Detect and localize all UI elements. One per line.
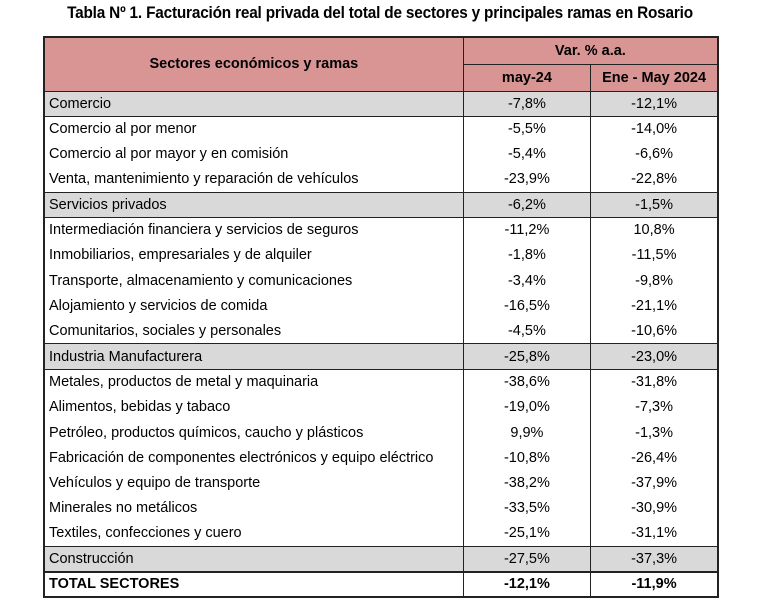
row-label: Comunitarios, sociales y personales <box>44 318 464 344</box>
table-row: Alimentos, bebidas y tabaco -19,0% -7,3% <box>44 394 719 420</box>
header-sectors: Sectores económicos y ramas <box>43 36 464 92</box>
row-label: Inmobiliarios, empresariales y de alquil… <box>44 242 464 269</box>
table-row: Minerales no metálicos -33,5% -30,9% <box>44 495 719 522</box>
row-label: Comercio <box>44 90 464 117</box>
row-label: Alimentos, bebidas y tabaco <box>44 394 464 420</box>
value-ene-may-2024: -1,5% <box>590 191 719 218</box>
value-may-24: -38,2% <box>463 470 592 496</box>
row-label: Textiles, confecciones y cuero <box>44 521 464 547</box>
value-may-24: -25,8% <box>463 343 592 370</box>
table-row: Comercio al por menor -5,5% -14,0% <box>44 116 719 142</box>
value-may-24: -11,2% <box>463 217 592 243</box>
table-row: Textiles, confecciones y cuero -25,1% -31,… <box>44 521 719 547</box>
value-ene-may-2024: -22,8% <box>590 166 719 193</box>
table-row: Fabricación de componentes electrónicos … <box>44 445 719 471</box>
value-may-24: -5,5% <box>463 116 592 142</box>
value-ene-may-2024: -21,1% <box>590 293 719 319</box>
value-ene-may-2024: -31,1% <box>590 521 719 547</box>
value-may-24: -27,5% <box>463 545 592 573</box>
value-may-24: -16,5% <box>463 293 592 319</box>
table-row: Comercio al por mayor y en comisión -5,4%… <box>44 141 719 167</box>
row-label: Comercio al por menor <box>44 116 464 142</box>
header-ene-may-2024: Ene - May 2024 <box>590 63 719 92</box>
header-var-group: Var. % a.a. <box>462 36 719 65</box>
section-row: Servicios privados -6,2% -1,5% <box>44 191 719 218</box>
row-label: Servicios privados <box>44 191 464 218</box>
value-ene-may-2024: -37,9% <box>590 470 719 496</box>
section-row: Industria Manufacturera -25,8% -23,0% <box>44 343 719 370</box>
value-may-24: -12,1% <box>463 570 592 597</box>
table-row: Metales, productos de metal y maquinaria… <box>44 369 719 395</box>
section-row: Construcción -27,5% -37,3% <box>44 545 719 573</box>
value-may-24: -25,1% <box>463 521 592 547</box>
section-row: Comercio -7,8% -12,1% <box>44 90 719 117</box>
table-row: Venta, mantenimiento y reparación de veh… <box>44 166 719 193</box>
value-ene-may-2024: -9,8% <box>590 268 719 294</box>
value-ene-may-2024: -14,0% <box>590 116 719 142</box>
table-title: Tabla Nº 1. Facturación real privada del… <box>67 4 693 22</box>
row-label: Vehículos y equipo de transporte <box>44 470 464 496</box>
table-row: Transporte, almacenamiento y comunicacio… <box>44 268 719 294</box>
table-row: Petróleo, productos químicos, caucho y p… <box>44 419 719 446</box>
value-ene-may-2024: -10,6% <box>590 318 719 344</box>
value-may-24: -1,8% <box>463 242 592 269</box>
row-label: Transporte, almacenamiento y comunicacio… <box>44 268 464 294</box>
row-label: Industria Manufacturera <box>44 343 464 370</box>
value-may-24: -6,2% <box>463 191 592 218</box>
row-label: Alojamiento y servicios de comida <box>44 293 464 319</box>
total-row: TOTAL SECTORES -12,1% -11,9% <box>44 570 719 597</box>
value-ene-may-2024: -11,9% <box>590 570 719 597</box>
value-may-24: -19,0% <box>463 394 592 420</box>
value-may-24: -23,9% <box>463 166 592 193</box>
table-row: Inmobiliarios, empresariales y de alquil… <box>44 242 719 269</box>
table-row: Comunitarios, sociales y personales -4,5%… <box>44 318 719 344</box>
value-ene-may-2024: -31,8% <box>590 369 719 395</box>
value-may-24: -38,6% <box>463 369 592 395</box>
value-may-24: -10,8% <box>463 445 592 471</box>
value-may-24: -7,8% <box>463 90 592 117</box>
value-ene-may-2024: -12,1% <box>590 90 719 117</box>
value-ene-may-2024: -11,5% <box>590 242 719 269</box>
value-may-24: -4,5% <box>463 318 592 344</box>
table-row: Vehículos y equipo de transporte -38,2% -3… <box>44 470 719 496</box>
value-may-24: -5,4% <box>463 141 592 167</box>
value-may-24: 9,9% <box>463 419 592 446</box>
value-ene-may-2024: -7,3% <box>590 394 719 420</box>
row-label: Metales, productos de metal y maquinaria <box>44 369 464 395</box>
row-label: Fabricación de componentes electrónicos … <box>44 445 464 471</box>
row-label: TOTAL SECTORES <box>44 570 464 597</box>
row-label: Petróleo, productos químicos, caucho y p… <box>44 419 464 446</box>
billing-table: Sectores económicos y ramas Var. % a.a. … <box>43 36 719 598</box>
value-ene-may-2024: 10,8% <box>590 217 719 243</box>
row-label: Minerales no metálicos <box>44 495 464 522</box>
value-may-24: -33,5% <box>463 495 592 522</box>
table-row: Intermediación financiera y servicios de… <box>44 217 719 243</box>
value-ene-may-2024: -1,3% <box>590 419 719 446</box>
header-may-24: may-24 <box>462 63 592 92</box>
row-label: Construcción <box>44 545 464 573</box>
value-ene-may-2024: -30,9% <box>590 495 719 522</box>
value-ene-may-2024: -23,0% <box>590 343 719 370</box>
row-label: Comercio al por mayor y en comisión <box>44 141 464 167</box>
row-label: Intermediación financiera y servicios de… <box>44 217 464 243</box>
value-may-24: -3,4% <box>463 268 592 294</box>
value-ene-may-2024: -37,3% <box>590 545 719 573</box>
value-ene-may-2024: -26,4% <box>590 445 719 471</box>
value-ene-may-2024: -6,6% <box>590 141 719 167</box>
table-row: Alojamiento y servicios de comida -16,5% -… <box>44 293 719 319</box>
row-label: Venta, mantenimiento y reparación de veh… <box>44 166 464 193</box>
